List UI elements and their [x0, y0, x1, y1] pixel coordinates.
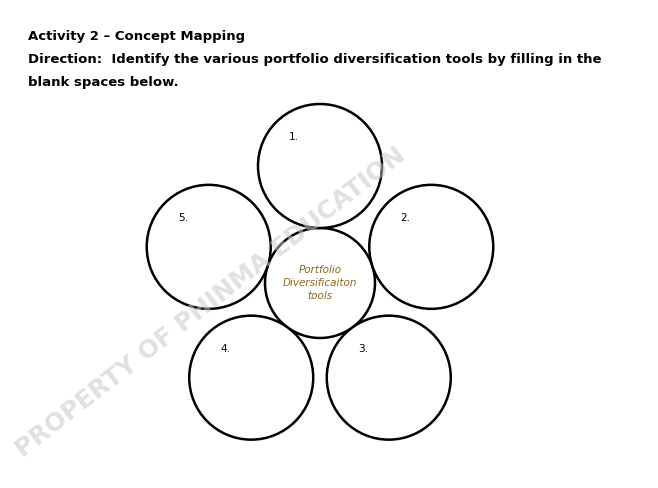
Text: 1.: 1.: [289, 132, 299, 142]
Text: Portfolio
Diversificaiton
tools: Portfolio Diversificaiton tools: [283, 265, 357, 301]
Text: 2.: 2.: [400, 213, 411, 223]
Text: Direction:  Identify the various portfolio diversification tools by filling in t: Direction: Identify the various portfoli…: [28, 53, 601, 66]
Text: 3.: 3.: [358, 344, 368, 353]
Text: 4.: 4.: [220, 344, 230, 353]
Circle shape: [369, 185, 494, 309]
Circle shape: [147, 185, 270, 309]
Text: PROPERTY OF PHINMA EDUCATION: PROPERTY OF PHINMA EDUCATION: [11, 143, 410, 462]
Text: Activity 2 – Concept Mapping: Activity 2 – Concept Mapping: [28, 30, 245, 43]
Text: blank spaces below.: blank spaces below.: [28, 76, 178, 89]
Circle shape: [258, 104, 382, 228]
Circle shape: [327, 316, 451, 440]
Text: 5.: 5.: [178, 213, 188, 223]
Circle shape: [265, 228, 375, 338]
Circle shape: [190, 316, 313, 440]
